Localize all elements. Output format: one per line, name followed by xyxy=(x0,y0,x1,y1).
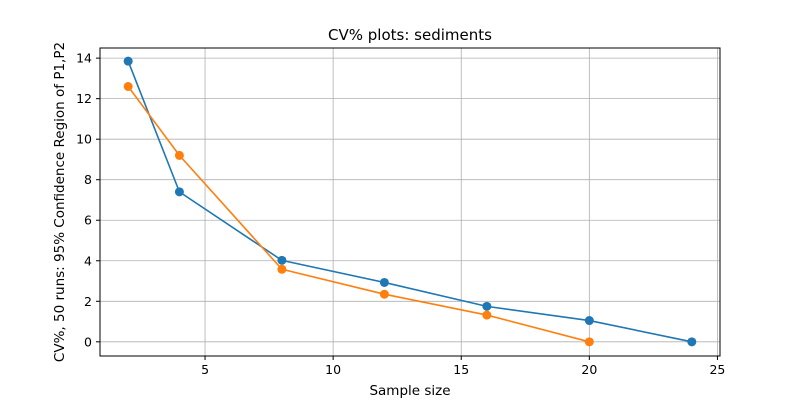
axes: 5 10 15 20 25 0 2 4 6 8 10 12 14 xyxy=(76,47,725,377)
plot-frame xyxy=(99,47,721,357)
data-point xyxy=(482,310,492,320)
data-point xyxy=(584,337,594,347)
x-axis-label: Sample size xyxy=(369,383,450,399)
y-axis-label: CV%, 50 runs: 95% Confidence Region of P… xyxy=(52,42,68,362)
grid xyxy=(100,48,720,356)
series-group xyxy=(123,56,697,347)
series-2 xyxy=(123,82,594,347)
y-tick-label: 0 xyxy=(84,334,92,349)
data-point xyxy=(687,337,697,347)
data-point xyxy=(379,277,389,287)
x-tick-label: 25 xyxy=(709,362,725,377)
x-tick-label: 15 xyxy=(453,362,469,377)
series-1 xyxy=(123,56,697,347)
data-point xyxy=(123,56,133,66)
x-tick-label: 10 xyxy=(325,362,341,377)
data-point xyxy=(584,316,594,326)
y-tick-label: 6 xyxy=(84,213,92,228)
data-point xyxy=(482,301,492,311)
y-tick-label: 10 xyxy=(76,132,92,147)
data-point xyxy=(379,289,389,299)
data-point xyxy=(174,150,184,160)
data-point xyxy=(174,187,184,197)
data-point xyxy=(277,264,287,274)
x-tick-label: 5 xyxy=(201,362,209,377)
y-tick-label: 2 xyxy=(84,294,92,309)
series-line xyxy=(127,86,590,343)
y-tick-label: 4 xyxy=(84,253,92,268)
chart-title: CV% plots: sediments xyxy=(328,26,492,44)
y-tick-label: 14 xyxy=(76,51,92,66)
y-tick-label: 12 xyxy=(76,91,92,106)
data-point xyxy=(123,82,133,91)
data-point xyxy=(277,255,287,265)
x-tick-label: 20 xyxy=(581,362,597,377)
y-tick-label: 8 xyxy=(84,172,92,187)
